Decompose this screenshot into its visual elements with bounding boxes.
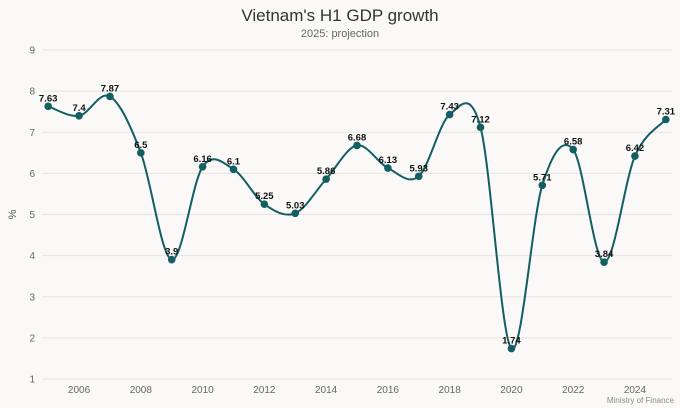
data-label: 5.93 xyxy=(410,163,429,174)
data-point xyxy=(445,110,454,119)
data-label: 7.43 xyxy=(440,102,459,113)
x-tick-label: 2016 xyxy=(377,385,400,396)
x-tick-label: 2008 xyxy=(130,385,153,396)
data-label: 7.12 xyxy=(471,114,490,125)
x-tick-label: 2022 xyxy=(562,385,585,396)
x-tick-label: 2010 xyxy=(191,385,214,396)
data-label: 6.13 xyxy=(379,155,398,166)
y-tick-label: 4 xyxy=(29,251,35,262)
data-point xyxy=(44,102,52,111)
source-note: Ministry of Finance xyxy=(606,396,674,405)
y-tick-label: 5 xyxy=(29,210,35,221)
data-label: 3.9 xyxy=(165,247,178,258)
data-label: 6.1 xyxy=(227,156,241,167)
data-label: 7.87 xyxy=(101,83,120,94)
data-point xyxy=(476,123,485,132)
data-point xyxy=(167,255,176,264)
data-point xyxy=(631,152,639,160)
data-label: 6.68 xyxy=(348,132,367,143)
data-point xyxy=(414,172,423,181)
data-point xyxy=(569,145,577,154)
y-tick-label: 7 xyxy=(29,128,35,139)
x-tick-label: 2020 xyxy=(500,385,523,396)
data-point xyxy=(322,175,330,183)
x-tick-label: 2018 xyxy=(439,385,462,396)
y-tick-label: 8 xyxy=(29,87,35,98)
data-label: 5.71 xyxy=(533,172,552,183)
data-label: 3.84 xyxy=(595,249,614,260)
gridlines xyxy=(42,49,672,380)
data-labels: 7.63 7.4 7.87 6.5 3.9 6.16 6.1 5.25 5.03 5.86 6.68… xyxy=(39,83,676,346)
data-point xyxy=(600,258,608,267)
data-label: 7.63 xyxy=(39,93,58,104)
data-point xyxy=(291,209,300,218)
data-label: 7.31 xyxy=(657,107,676,118)
y-tick-label: 6 xyxy=(29,169,35,180)
data-point xyxy=(229,165,238,174)
data-point xyxy=(198,162,207,171)
data-point xyxy=(137,149,145,157)
y-axis-title: % xyxy=(7,209,19,219)
data-point xyxy=(75,112,83,120)
data-label: 7.4 xyxy=(72,103,86,114)
y-tick-label: 9 xyxy=(29,46,35,57)
data-point xyxy=(662,115,670,124)
x-tick-label: 2024 xyxy=(624,385,647,396)
x-axis-ticks: 2006 2008 2010 2012 2014 2016 2018 2020 2022 2024 xyxy=(68,385,647,396)
data-point xyxy=(260,200,269,209)
x-tick-label: 2014 xyxy=(315,385,338,396)
data-point xyxy=(384,164,392,172)
chart-title: Vietnam's H1 GDP growth xyxy=(241,6,439,25)
data-label: 6.5 xyxy=(134,140,148,151)
data-point xyxy=(353,141,361,150)
series-growth xyxy=(44,92,670,353)
data-label: 6.58 xyxy=(564,137,583,148)
chart-subtitle: 2025: projection xyxy=(300,28,380,40)
data-label: 5.86 xyxy=(317,166,336,177)
x-tick-label: 2012 xyxy=(253,385,276,396)
x-tick-label: 2006 xyxy=(68,385,91,396)
y-tick-label: 1 xyxy=(29,375,35,386)
data-point xyxy=(538,181,547,190)
y-tick-label: 3 xyxy=(29,292,35,303)
data-point xyxy=(507,344,516,353)
data-label: 6.42 xyxy=(626,143,645,154)
data-label: 5.25 xyxy=(255,191,274,202)
data-point xyxy=(106,92,114,101)
data-label: 5.03 xyxy=(286,200,305,211)
y-tick-label: 2 xyxy=(29,333,35,344)
y-axis-ticks: 1 2 3 4 5 6 7 8 9 xyxy=(29,46,35,386)
data-label: 1.74 xyxy=(502,336,521,347)
data-label: 6.16 xyxy=(193,154,212,165)
